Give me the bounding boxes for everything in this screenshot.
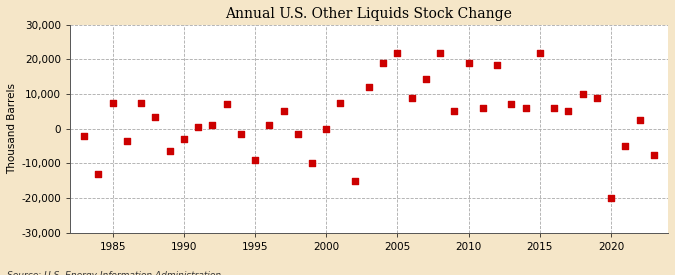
Point (577, 92, 588, 96)
Point (605, 196, 616, 200)
Point (649, 152, 659, 157)
Point (250, 158, 261, 162)
Point (435, 50, 446, 55)
Point (350, 178, 360, 183)
Point (306, 161, 317, 166)
Point (136, 101, 146, 105)
Point (207, 123, 218, 127)
Title: Annual U.S. Other Liquids Stock Change: Annual U.S. Other Liquids Stock Change (225, 7, 512, 21)
Point (264, 123, 275, 127)
Point (292, 132, 303, 136)
Point (335, 101, 346, 105)
Point (164, 149, 175, 153)
Point (620, 144, 630, 148)
Point (449, 109, 460, 114)
Point (591, 95, 602, 100)
Text: Source: U.S. Energy Information Administration: Source: U.S. Energy Information Administ… (7, 271, 221, 275)
Point (378, 61, 389, 65)
Point (520, 106, 531, 110)
Point (321, 126, 331, 131)
Point (178, 137, 189, 141)
Point (364, 85, 375, 89)
Point (93, 172, 104, 176)
Point (221, 102, 232, 107)
Point (535, 50, 545, 55)
Point (392, 50, 403, 55)
Point (150, 114, 161, 119)
Point (492, 62, 503, 67)
Point (634, 118, 645, 122)
Point (236, 132, 246, 136)
Point (122, 139, 132, 143)
Point (549, 106, 560, 110)
Point (278, 109, 289, 114)
Point (79, 133, 90, 138)
Point (463, 61, 474, 65)
Point (421, 76, 431, 81)
Point (563, 109, 574, 114)
Point (107, 101, 118, 105)
Point (406, 95, 417, 100)
Y-axis label: Thousand Barrels: Thousand Barrels (7, 83, 17, 174)
Point (192, 125, 203, 129)
Point (506, 102, 517, 107)
Point (477, 106, 488, 110)
